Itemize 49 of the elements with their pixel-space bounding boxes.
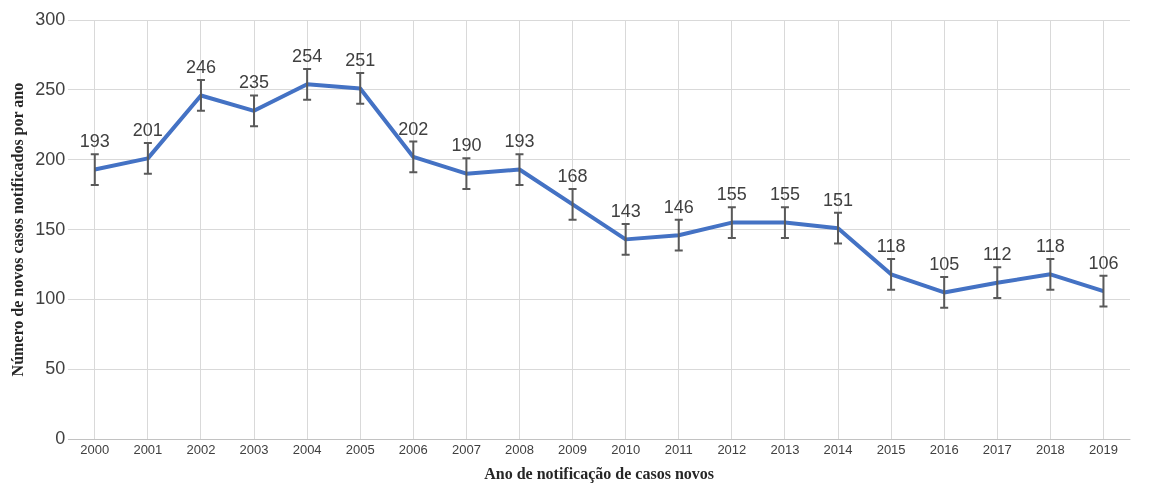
x-tick-label: 2006 <box>398 441 428 457</box>
data-label: 151 <box>822 189 854 210</box>
x-tick-label: 2018 <box>1035 441 1065 457</box>
x-tick-label: 2015 <box>876 441 906 457</box>
data-label: 235 <box>239 72 270 93</box>
data-label: 118 <box>876 235 906 256</box>
y-axis-title: Número de novos casos notificados por ano <box>8 82 27 377</box>
y-tick-label: 100 <box>35 288 66 309</box>
x-tick-label: 2017 <box>982 441 1012 457</box>
data-label: 146 <box>663 196 694 217</box>
y-tick-label: 250 <box>35 78 66 99</box>
data-label: 254 <box>292 45 323 66</box>
x-tick-label: 2000 <box>80 441 110 457</box>
x-tick-label: 2011 <box>664 441 693 457</box>
x-tick-label: 2019 <box>1088 441 1118 457</box>
x-tick-label: 2012 <box>717 441 747 457</box>
y-tick-label: 200 <box>35 148 66 169</box>
x-tick-label: 2013 <box>770 441 800 457</box>
data-label: 143 <box>610 200 641 221</box>
data-label: 190 <box>451 135 482 156</box>
x-tick-label: 2008 <box>505 441 534 457</box>
data-label: 105 <box>929 254 960 275</box>
data-label: 168 <box>557 166 588 187</box>
x-tick-label: 2009 <box>558 441 588 457</box>
x-tick-label: 2003 <box>239 441 269 457</box>
y-tick-label: 300 <box>35 8 66 29</box>
y-tick-label: 0 <box>55 428 66 449</box>
y-tick-label: 150 <box>35 218 66 239</box>
x-tick-label: 2010 <box>611 441 641 457</box>
data-label: 202 <box>398 118 429 139</box>
data-label: 106 <box>1088 252 1119 273</box>
x-tick-label: 2004 <box>292 441 322 457</box>
x-axis-title: Ano de notificação de casos novos <box>484 464 715 483</box>
data-label: 201 <box>132 119 163 140</box>
data-label: 155 <box>769 184 800 205</box>
x-tick-label: 2016 <box>929 441 959 457</box>
x-tick-label: 2001 <box>133 441 163 457</box>
x-tick-label: 2002 <box>186 441 216 457</box>
data-label: 246 <box>185 57 216 78</box>
data-label: 112 <box>982 244 1012 265</box>
x-tick-label: 2007 <box>451 441 481 457</box>
data-label: 118 <box>1036 235 1065 256</box>
data-label: 193 <box>504 131 535 152</box>
x-tick-label: 2014 <box>823 441 853 457</box>
data-label: 193 <box>79 131 110 152</box>
x-tick-label: 2005 <box>345 441 375 457</box>
data-label: 251 <box>345 50 376 71</box>
data-label: 155 <box>716 184 747 205</box>
y-tick-label: 50 <box>45 358 66 379</box>
